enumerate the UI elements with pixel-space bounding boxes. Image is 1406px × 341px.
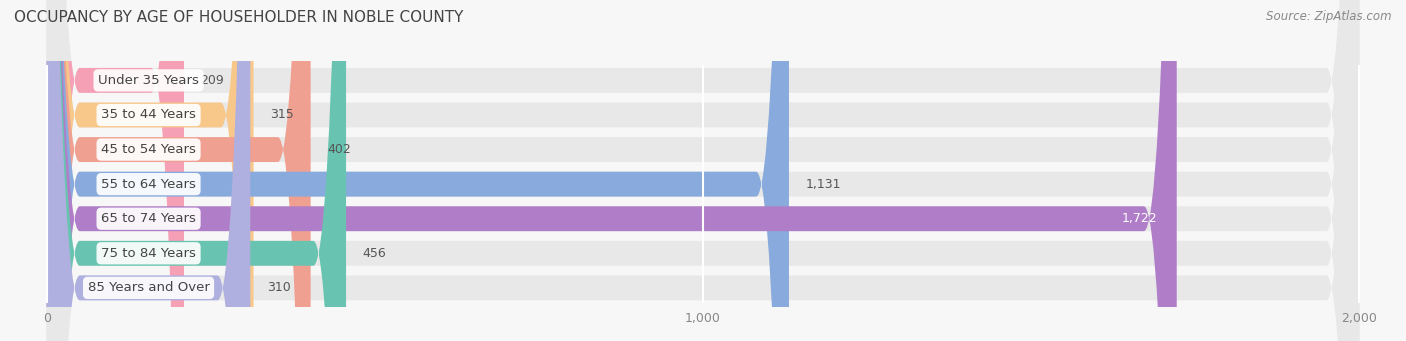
FancyBboxPatch shape [46,0,1360,341]
Text: Source: ZipAtlas.com: Source: ZipAtlas.com [1267,10,1392,23]
Text: 65 to 74 Years: 65 to 74 Years [101,212,195,225]
FancyBboxPatch shape [46,0,250,341]
Text: 35 to 44 Years: 35 to 44 Years [101,108,195,121]
Text: 1,131: 1,131 [806,178,841,191]
Text: Under 35 Years: Under 35 Years [98,74,200,87]
Text: 315: 315 [270,108,294,121]
FancyBboxPatch shape [46,0,253,341]
FancyBboxPatch shape [46,0,1360,341]
Text: 75 to 84 Years: 75 to 84 Years [101,247,195,260]
Text: 1,722: 1,722 [1122,212,1157,225]
FancyBboxPatch shape [46,0,1360,341]
Text: 456: 456 [363,247,387,260]
Text: OCCUPANCY BY AGE OF HOUSEHOLDER IN NOBLE COUNTY: OCCUPANCY BY AGE OF HOUSEHOLDER IN NOBLE… [14,10,464,25]
FancyBboxPatch shape [46,0,1177,341]
Text: 209: 209 [201,74,224,87]
FancyBboxPatch shape [46,0,1360,341]
Text: 310: 310 [267,281,291,294]
Text: 402: 402 [328,143,350,156]
Text: 45 to 54 Years: 45 to 54 Years [101,143,195,156]
FancyBboxPatch shape [46,0,1360,341]
FancyBboxPatch shape [46,0,1360,341]
Text: 85 Years and Over: 85 Years and Over [87,281,209,294]
Text: 55 to 64 Years: 55 to 64 Years [101,178,195,191]
FancyBboxPatch shape [46,0,184,341]
FancyBboxPatch shape [46,0,346,341]
FancyBboxPatch shape [46,0,311,341]
FancyBboxPatch shape [46,0,789,341]
FancyBboxPatch shape [46,0,1360,341]
